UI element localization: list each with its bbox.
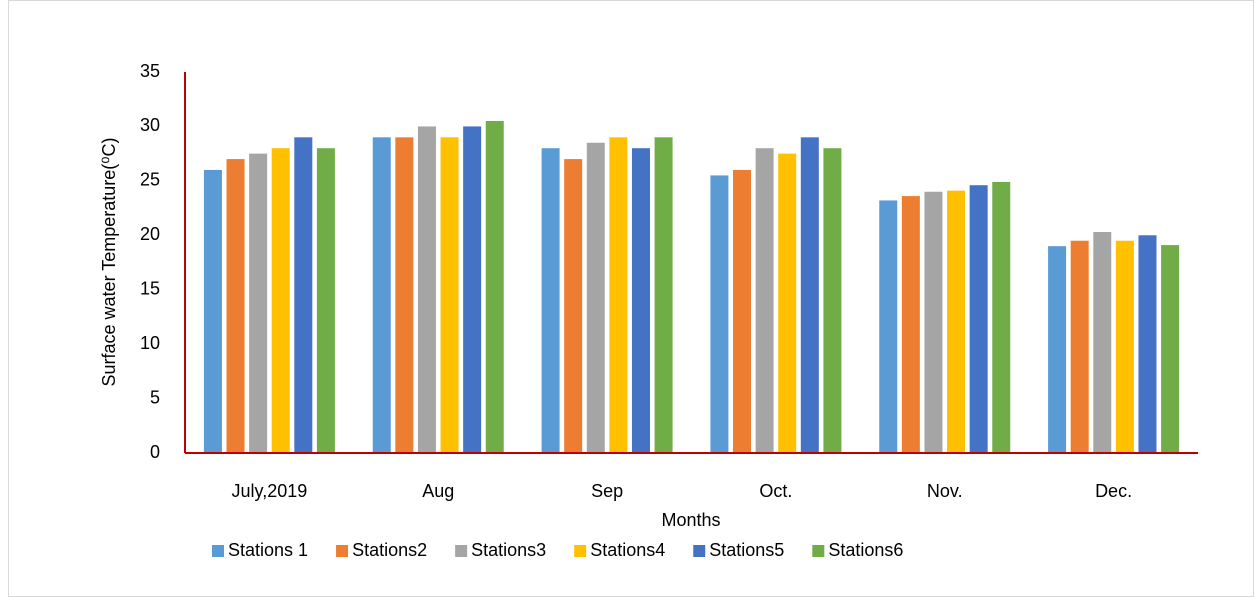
y-tick-label: 0 (150, 442, 160, 462)
bar (733, 169, 752, 453)
x-tick-label: Oct. (759, 481, 792, 501)
bar (755, 148, 774, 453)
bar (417, 126, 436, 453)
bar (226, 159, 245, 454)
chart-border (8, 0, 1254, 597)
bar (541, 148, 560, 453)
bar (316, 148, 335, 453)
bar (1093, 232, 1112, 453)
bar (1115, 240, 1134, 453)
bar (947, 190, 966, 453)
x-tick-label: Sep (591, 481, 623, 501)
y-tick-label: 5 (150, 387, 160, 407)
x-axis-label: Months (661, 510, 720, 530)
legend-swatch (574, 545, 587, 557)
bar (564, 159, 583, 454)
bar (823, 148, 842, 453)
legend-label: Stations6 (828, 540, 903, 560)
bar (924, 191, 943, 453)
bar (586, 142, 605, 453)
y-tick-label: 10 (140, 333, 160, 353)
legend-label: Stations 1 (228, 540, 308, 560)
legend-swatch (455, 545, 468, 557)
legend-swatch (693, 545, 706, 557)
bar (271, 148, 290, 453)
bar (1161, 245, 1180, 453)
bar (969, 185, 988, 453)
bar (249, 153, 268, 453)
bar (631, 148, 650, 453)
bar (1138, 235, 1157, 453)
y-tick-label: 20 (140, 224, 160, 244)
x-tick-label: Dec. (1095, 481, 1132, 501)
y-tick-label: 35 (140, 61, 160, 81)
bar (463, 126, 482, 453)
bar (710, 175, 729, 453)
bar (879, 200, 898, 453)
legend-label: Stations4 (590, 540, 665, 560)
x-tick-label: Nov. (927, 481, 963, 501)
legend-label: Stations3 (471, 540, 546, 560)
bar (1048, 246, 1067, 453)
bar (800, 137, 819, 454)
bar (901, 196, 920, 453)
bar (992, 181, 1011, 453)
bar (440, 137, 459, 454)
x-tick-label: Aug (422, 481, 454, 501)
bar (654, 137, 673, 454)
y-tick-label: 15 (140, 278, 160, 298)
bar (203, 169, 222, 453)
legend-label: Stations2 (352, 540, 427, 560)
bar (395, 137, 414, 454)
y-tick-label: 30 (140, 115, 160, 135)
y-axis-label: Surface water Temperature(⁰C) (99, 138, 119, 387)
bar (294, 137, 313, 454)
legend-label: Stations5 (709, 540, 784, 560)
bar (1070, 240, 1089, 453)
bar (485, 120, 504, 453)
bar (609, 137, 628, 454)
x-tick-label: July,2019 (232, 481, 308, 501)
legend-swatch (212, 545, 224, 557)
bar (778, 153, 797, 453)
legend-swatch (336, 545, 349, 557)
legend-swatch (812, 545, 825, 557)
y-tick-label: 25 (140, 170, 160, 190)
bar (372, 137, 391, 454)
